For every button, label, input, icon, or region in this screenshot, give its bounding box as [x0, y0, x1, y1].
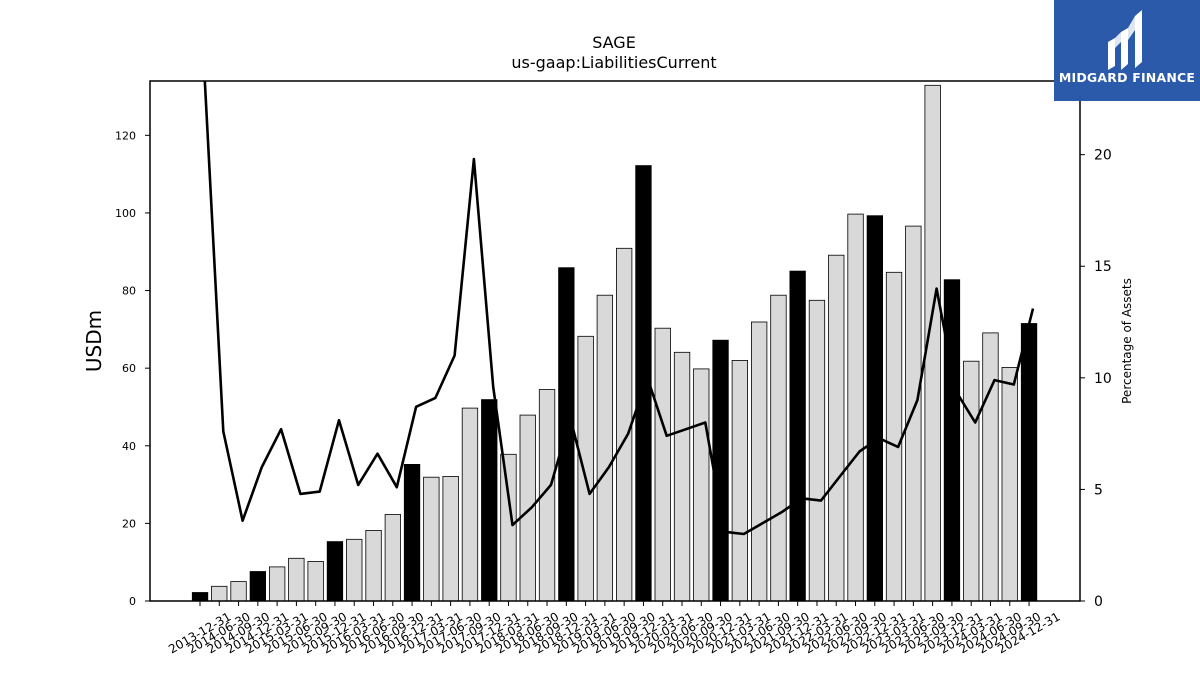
bar-2015-09-30: [307, 561, 324, 602]
bar-2022-12-31: [866, 215, 883, 602]
y-tick-label: 40: [122, 440, 136, 453]
y2-tick-label: 5: [1094, 482, 1103, 498]
bar-2021-03-31: [731, 359, 748, 602]
bar-2019-06-30: [596, 294, 613, 602]
bar-2015-03-31: [268, 566, 286, 602]
bar-2022-03-31: [808, 299, 826, 602]
bar-2014-12-31: [249, 571, 267, 602]
logo-mark-icon: [1108, 10, 1142, 70]
bar-2020-06-30: [673, 351, 691, 602]
y-tick-label: 80: [122, 285, 136, 298]
bar-2023-03-31: [885, 271, 903, 602]
y-tick-label: 20: [122, 517, 136, 530]
bar-2019-03-31: [577, 335, 594, 602]
bar-2016-12-31: [403, 463, 421, 602]
y-tick-label: 0: [129, 595, 136, 608]
bar-2018-03-31: [500, 453, 517, 602]
y2-tick-label: 10: [1094, 371, 1112, 387]
plot-frame: [149, 80, 1081, 602]
bar-2016-06-30: [365, 530, 382, 602]
bar-2013-12-31: [191, 592, 209, 602]
bar-2017-06-30: [442, 475, 459, 602]
left-axis: 0 20 40 60 80 100 120: [115, 129, 150, 608]
y2-tick-label: 0: [1094, 594, 1103, 610]
bar-2021-09-30: [770, 294, 787, 602]
x-axis: 2013-12-312014-06-302014-09-302014-12-31…: [166, 601, 1063, 656]
bar-2017-09-30: [461, 407, 479, 602]
bar-2024-06-30: [982, 332, 999, 602]
bar-2018-06-30: [519, 414, 536, 602]
y2-tick-label: 15: [1094, 259, 1112, 275]
bar-2022-09-30: [847, 213, 864, 602]
right-axis: 0 5 10 15 20: [1080, 148, 1112, 610]
bar-2015-12-31: [326, 541, 344, 602]
bar-2016-09-30: [384, 514, 402, 602]
bar-2020-09-30: [693, 368, 710, 602]
bar-2014-09-30: [230, 581, 247, 602]
bar-2022-06-30: [828, 254, 845, 602]
y-axis-label: USDm: [82, 310, 106, 372]
line-group: [203, 81, 1035, 536]
bar-2021-06-30: [751, 321, 768, 602]
bar-2016-03-31: [346, 538, 363, 602]
y2-axis-label: Percentage of Assets: [1120, 278, 1134, 404]
bar-2020-03-31: [654, 327, 671, 602]
y2-tick-label: 20: [1094, 148, 1112, 164]
bar-2023-12-31: [943, 279, 961, 602]
bar-2017-12-31: [481, 399, 498, 602]
bar-2015-06-30: [288, 557, 305, 602]
y-tick-label: 120: [115, 129, 136, 142]
bar-2023-06-30: [905, 225, 922, 602]
bar-2019-09-30: [616, 247, 633, 602]
chart-subtitle: us-gaap:LiabilitiesCurrent: [511, 53, 716, 72]
y-tick-label: 60: [122, 362, 136, 375]
bars-group: [191, 84, 1038, 602]
bar-2021-12-31: [789, 270, 806, 602]
logo-text: MIDGARD FINANCE: [1058, 70, 1196, 85]
bar-2024-09-30: [1001, 366, 1018, 602]
y-tick-label: 100: [115, 207, 136, 220]
chart-title: SAGE: [592, 33, 636, 52]
bar-2024-03-31: [963, 360, 980, 602]
bar-2014-06-30: [211, 585, 228, 602]
bar-2020-12-31: [712, 339, 729, 602]
brand-logo: MIDGARD FINANCE: [1054, 0, 1200, 101]
bar-2017-03-31: [423, 476, 440, 602]
bar-2024-12-31: [1020, 323, 1038, 602]
percentage-line: [203, 81, 1035, 536]
